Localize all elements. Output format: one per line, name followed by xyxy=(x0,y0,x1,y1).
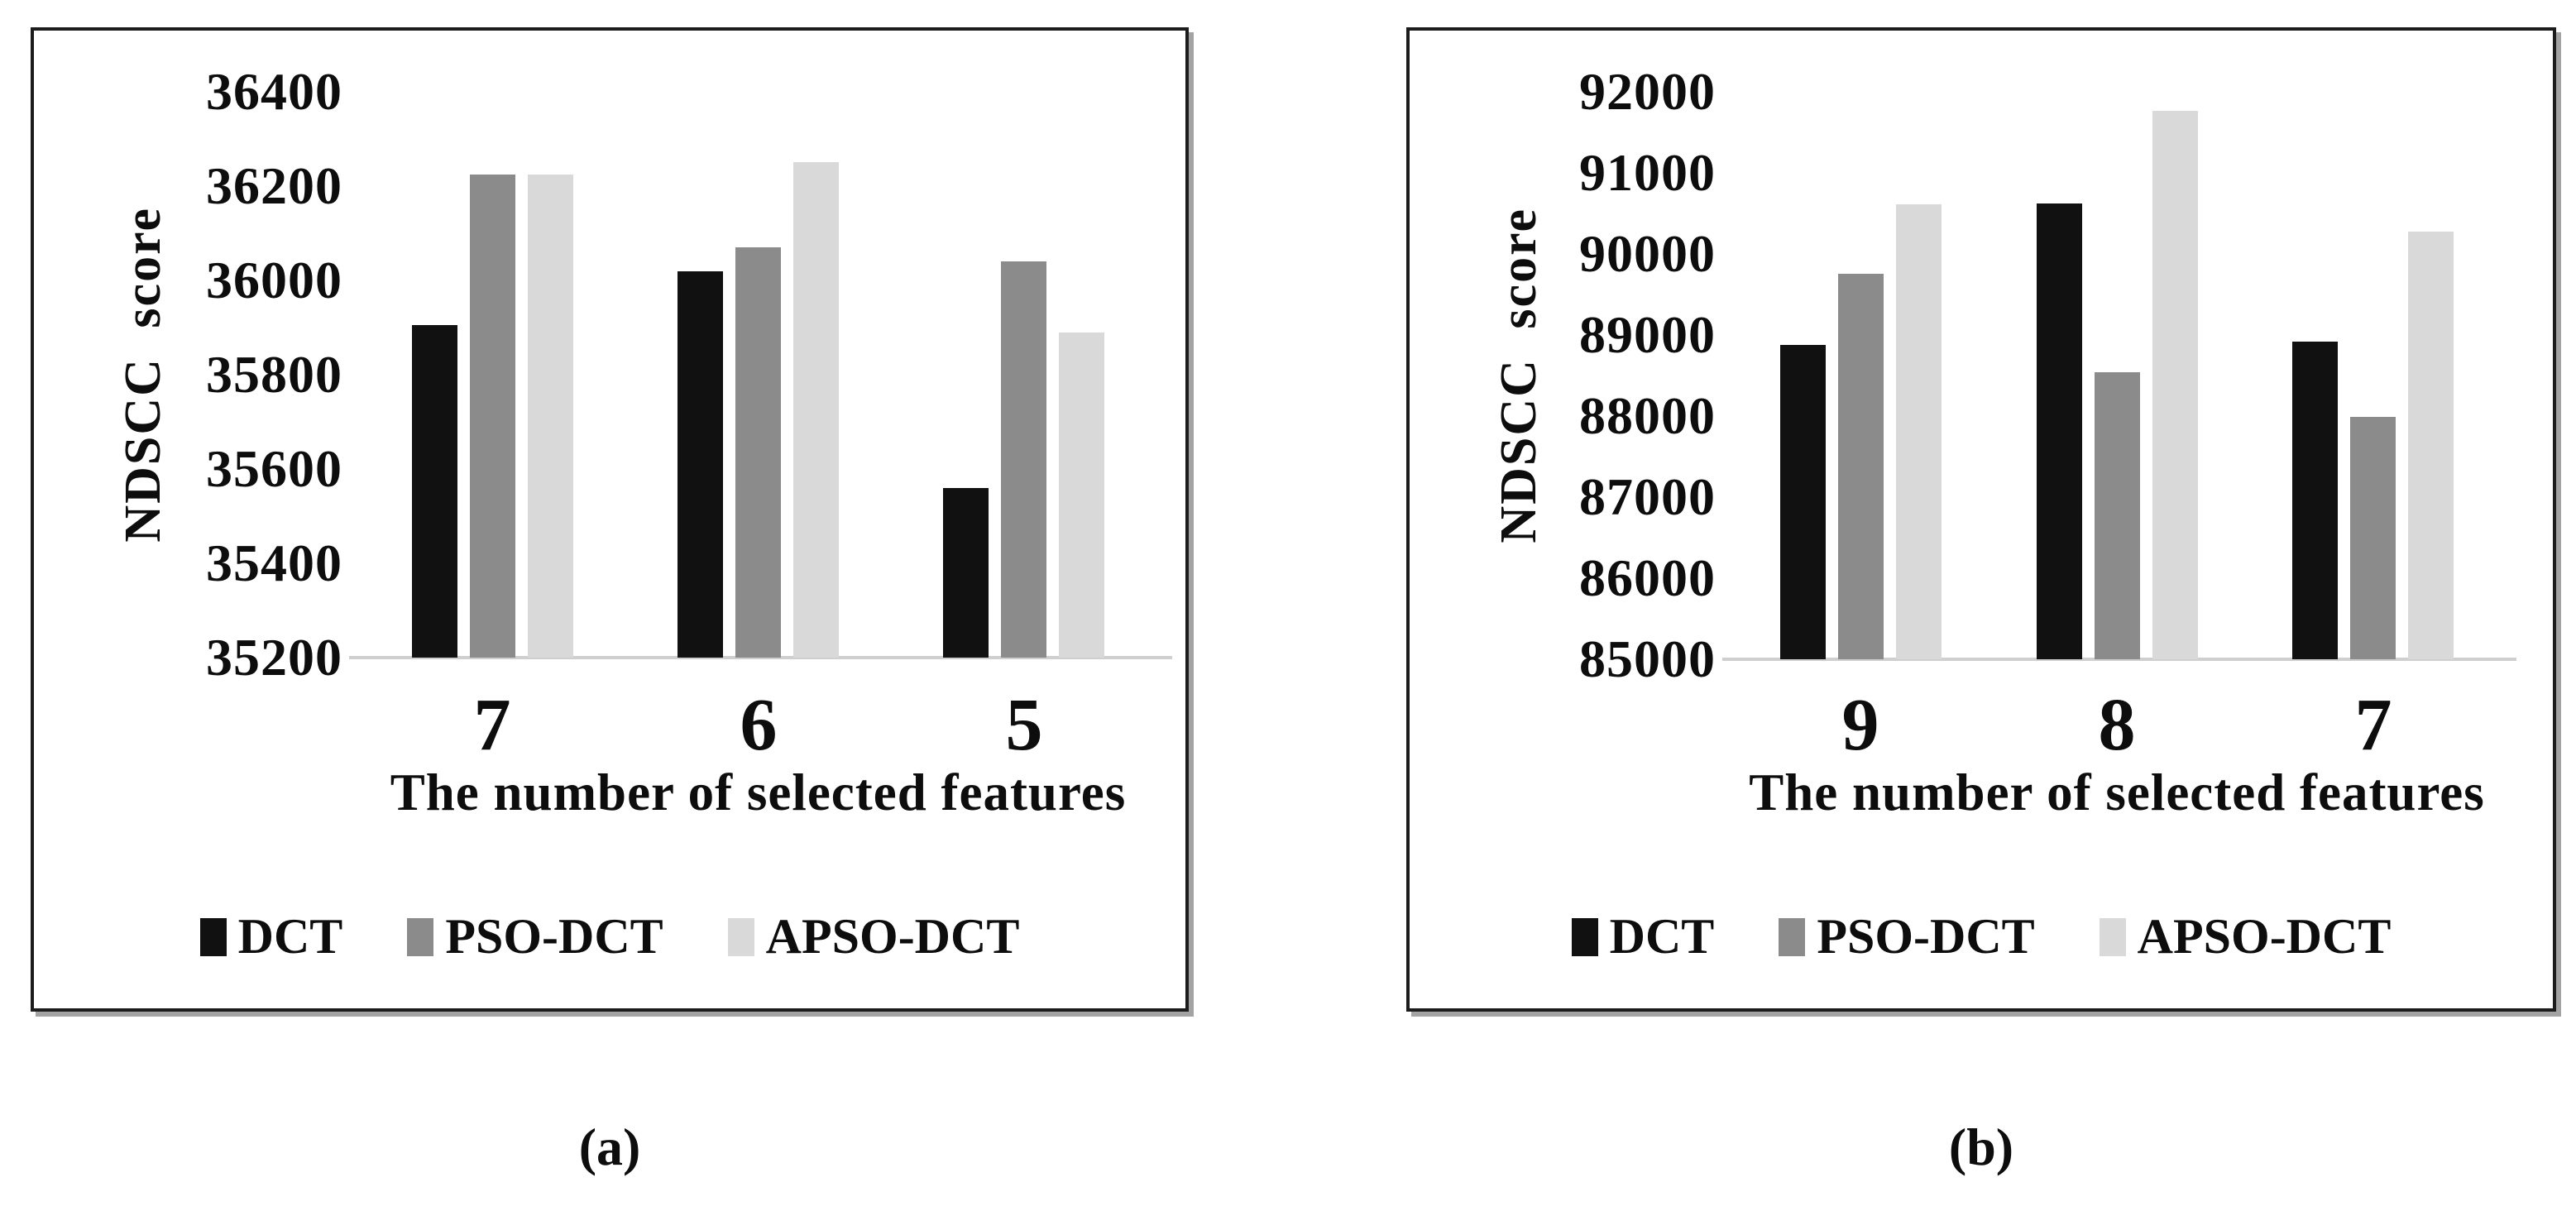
legend-swatch-pso-dct xyxy=(407,917,434,956)
x-tick-label: 8 xyxy=(2098,684,2136,766)
bar-apso-dct-cat6 xyxy=(793,162,839,658)
bar-dct-cat6 xyxy=(678,271,723,658)
bar-dct-cat7 xyxy=(412,325,457,658)
x-axis-line xyxy=(349,656,1172,659)
legend: DCT PSO-DCT APSO-DCT xyxy=(1443,897,2520,976)
y-tick-label: 86000 xyxy=(1579,548,1716,607)
y-tick-label: 90000 xyxy=(1579,224,1716,283)
caption-a: (a) xyxy=(578,1118,641,1176)
bar-pso-dct-cat9 xyxy=(1838,274,1884,659)
legend: DCT PSO-DCT APSO-DCT xyxy=(67,897,1152,976)
legend-item-dct: DCT xyxy=(199,908,343,965)
x-tick-label: 7 xyxy=(473,684,511,766)
x-tick-label: 9 xyxy=(1841,684,1879,766)
legend-item-apso-dct: APSO-DCT xyxy=(2099,908,2392,965)
x-tick-label: 5 xyxy=(1005,684,1043,766)
legend-swatch-apso-dct xyxy=(2099,917,2126,956)
y-tick-label: 92000 xyxy=(1579,62,1716,121)
legend-swatch-dct xyxy=(1571,917,1598,956)
y-tick-label: 36400 xyxy=(206,62,342,121)
x-axis-title: The number of selected features xyxy=(1749,763,2485,821)
x-tick-label: 6 xyxy=(740,684,778,766)
y-tick-label: 87000 xyxy=(1579,467,1716,526)
x-tick-label: 7 xyxy=(2354,684,2392,766)
legend-label-pso-dct: PSO-DCT xyxy=(445,909,663,964)
y-tick-label: 35600 xyxy=(206,439,342,498)
legend-swatch-pso-dct xyxy=(1779,917,1806,956)
x-axis-line xyxy=(1722,658,2516,661)
legend-label-apso-dct: APSO-DCT xyxy=(2137,909,2392,964)
bar-pso-dct-cat7 xyxy=(2350,417,2396,659)
bar-pso-dct-cat5 xyxy=(1001,261,1046,658)
legend-item-apso-dct: APSO-DCT xyxy=(727,908,1020,965)
y-tick-label: 89000 xyxy=(1579,305,1716,364)
legend-label-dct: DCT xyxy=(1609,909,1715,964)
legend-item-pso-dct: PSO-DCT xyxy=(407,908,663,965)
legend-label-pso-dct: PSO-DCT xyxy=(1817,909,2035,964)
legend-swatch-apso-dct xyxy=(727,917,754,956)
bar-apso-dct-cat7 xyxy=(528,175,573,658)
y-tick-label: 35800 xyxy=(206,345,342,404)
bar-pso-dct-cat6 xyxy=(735,247,781,658)
y-tick-label: 36000 xyxy=(206,251,342,309)
legend-swatch-dct xyxy=(199,917,227,956)
legend-label-dct: DCT xyxy=(237,909,343,964)
plot-area xyxy=(349,92,1172,659)
bar-dct-cat7 xyxy=(2292,342,2338,659)
y-tick-label: 35200 xyxy=(206,628,342,687)
bar-apso-dct-cat9 xyxy=(1896,204,1942,659)
caption-b: (b) xyxy=(1948,1118,2014,1176)
y-tick-label: 88000 xyxy=(1579,386,1716,445)
y-tick-label: 91000 xyxy=(1579,143,1716,202)
bar-dct-cat5 xyxy=(943,488,989,658)
y-tick-label: 36200 xyxy=(206,156,342,215)
legend-item-pso-dct: PSO-DCT xyxy=(1779,908,2035,965)
x-axis-title: The number of selected features xyxy=(390,763,1127,821)
bar-apso-dct-cat5 xyxy=(1059,333,1104,658)
bar-dct-cat9 xyxy=(1780,345,1826,659)
bar-apso-dct-cat8 xyxy=(2152,111,2198,659)
bar-pso-dct-cat8 xyxy=(2095,372,2140,659)
chart-panel-b: NDSCC score 92000 91000 90000 89000 88000 8700… xyxy=(1406,27,2556,1012)
bar-pso-dct-cat7 xyxy=(470,175,515,658)
plot-area xyxy=(1722,92,2516,661)
chart-panel-a: NDSCC score 36400 36200 36000 35800 35600 3540… xyxy=(31,27,1189,1012)
y-tick-label: 35400 xyxy=(206,534,342,592)
bar-dct-cat8 xyxy=(2037,203,2082,659)
y-tick-label: 85000 xyxy=(1579,629,1716,688)
legend-item-dct: DCT xyxy=(1571,908,1715,965)
legend-label-apso-dct: APSO-DCT xyxy=(765,909,1020,964)
bar-apso-dct-cat7 xyxy=(2408,232,2454,659)
